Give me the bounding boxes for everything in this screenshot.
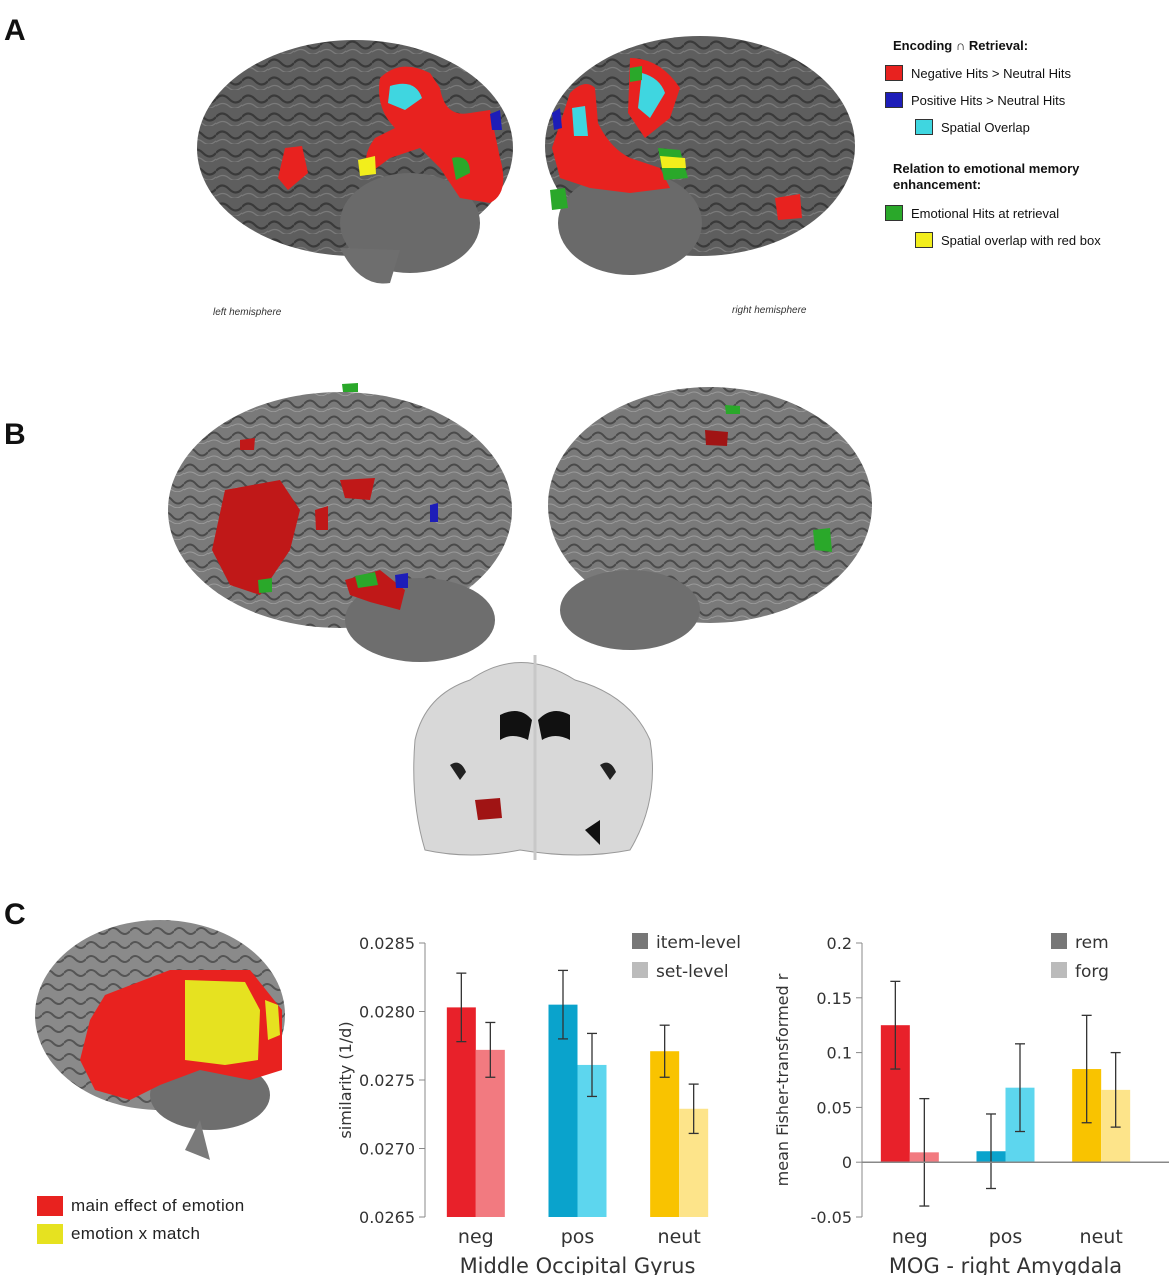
y-tick-label: 0.0270 (359, 1140, 415, 1159)
legend-swatch-item-level (632, 933, 648, 949)
y-tick-label: 0.05 (816, 1098, 852, 1117)
legend-item-main-effect: main effect of emotion (37, 1196, 245, 1216)
y-tick-label: -0.05 (811, 1208, 852, 1227)
legend-item-negative: Negative Hits > Neutral Hits (885, 65, 1155, 81)
panel-c-brain-legend: main effect of emotion emotion x match (37, 1196, 245, 1244)
legend-label-negative: Negative Hits > Neutral Hits (911, 65, 1072, 81)
x-tick-label: neut (658, 1226, 701, 1248)
y-tick-label: 0.0280 (359, 1003, 415, 1022)
y-tick-label: 0.1 (827, 1044, 852, 1063)
red-swatch-icon (37, 1196, 63, 1216)
x-tick-label: neg (892, 1226, 928, 1248)
legend-title-relation: Relation to emotional memory enhancement… (893, 161, 1080, 192)
panel-b-brain-renderings (168, 383, 872, 860)
panel-label-b: B (4, 418, 26, 451)
legend-label-main-effect: main effect of emotion (71, 1196, 245, 1215)
x-tick-label: neut (1080, 1226, 1123, 1248)
y-tick-label: 0.0275 (359, 1071, 415, 1090)
legend-label-rem: rem (1075, 933, 1109, 953)
bar-pos-item-level (548, 1004, 578, 1217)
y-axis-label: mean Fisher-transformed r (773, 973, 792, 1186)
legend-label-emotional-hits: Emotional Hits at retrieval (911, 205, 1060, 221)
panel-b-left-brain (168, 383, 512, 662)
y-tick-label: 0.2 (827, 934, 852, 953)
panel-b-coronal-slice (413, 655, 653, 860)
right-hemisphere-label: right hemisphere (732, 305, 807, 316)
legend-label-item-level: item-level (656, 933, 741, 953)
y-tick-label: 0.15 (816, 989, 852, 1008)
yellow-swatch-icon (915, 232, 933, 248)
legend-item-emotion-match: emotion x match (37, 1224, 245, 1244)
panel-a-legend: Encoding ∩ Retrieval: Negative Hits > Ne… (885, 38, 1155, 248)
x-tick-label: pos (561, 1226, 595, 1248)
left-hemisphere-brain (197, 40, 513, 284)
legend-swatch-rem (1051, 933, 1067, 949)
legend-label-spatial-overlap: Spatial Overlap (941, 119, 1030, 135)
y-axis-label: similarity (1/d) (336, 1021, 355, 1138)
yellow-swatch-icon (37, 1224, 63, 1244)
chart-mog-right-amygdala: 0.2 0.15 0.1 0.05 0 -0.05 mean Fisher-transfor… (773, 933, 1169, 1275)
legend-title-encoding-retrieval: Encoding ∩ Retrieval: (893, 38, 1029, 53)
panel-label-c: C (4, 898, 26, 931)
y-tick-label: 0.0265 (359, 1208, 415, 1227)
y-tick-label: 0.0285 (359, 934, 415, 953)
legend-swatch-set-level (632, 962, 648, 978)
bar-neg-item-level (446, 1007, 476, 1217)
right-hemisphere-brain (545, 36, 855, 275)
legend-label-emotion-match: emotion x match (71, 1224, 201, 1243)
panel-a-brain-renderings (197, 36, 855, 284)
blue-swatch-icon (885, 92, 903, 108)
panel-label-a: A (4, 14, 26, 47)
legend-label-positive: Positive Hits > Neutral Hits (911, 92, 1066, 108)
legend-item-spatial-overlap: Spatial Overlap (915, 119, 1155, 135)
x-axis-label: Middle Occipital Gyrus (460, 1254, 696, 1275)
legend-item-overlap-red-box: Spatial overlap with red box (915, 232, 1155, 248)
left-hemisphere-label: left hemisphere (213, 307, 282, 318)
cyan-swatch-icon (915, 119, 933, 135)
bar-neut-item-level (650, 1051, 680, 1217)
legend-label-overlap-red-box: Spatial overlap with red box (941, 232, 1101, 248)
x-axis-label: MOG - right Amygdala (889, 1254, 1122, 1275)
chart-middle-occipital-gyrus: 0.0285 0.0280 0.0275 0.0270 0.0265 similarity… (336, 933, 741, 1275)
green-swatch-icon (885, 205, 903, 221)
panel-b-right-brain (548, 387, 872, 650)
red-swatch-icon (885, 65, 903, 81)
legend-swatch-forg (1051, 962, 1067, 978)
legend-label-forg: forg (1075, 962, 1109, 982)
panel-c-brain-rendering (35, 920, 285, 1160)
legend-item-emotional-hits: Emotional Hits at retrieval (885, 205, 1155, 221)
x-tick-label: pos (989, 1226, 1023, 1248)
x-tick-label: neg (458, 1226, 494, 1248)
y-tick-label: 0 (842, 1153, 852, 1172)
legend-label-set-level: set-level (656, 962, 729, 982)
legend-item-positive: Positive Hits > Neutral Hits (885, 92, 1155, 108)
